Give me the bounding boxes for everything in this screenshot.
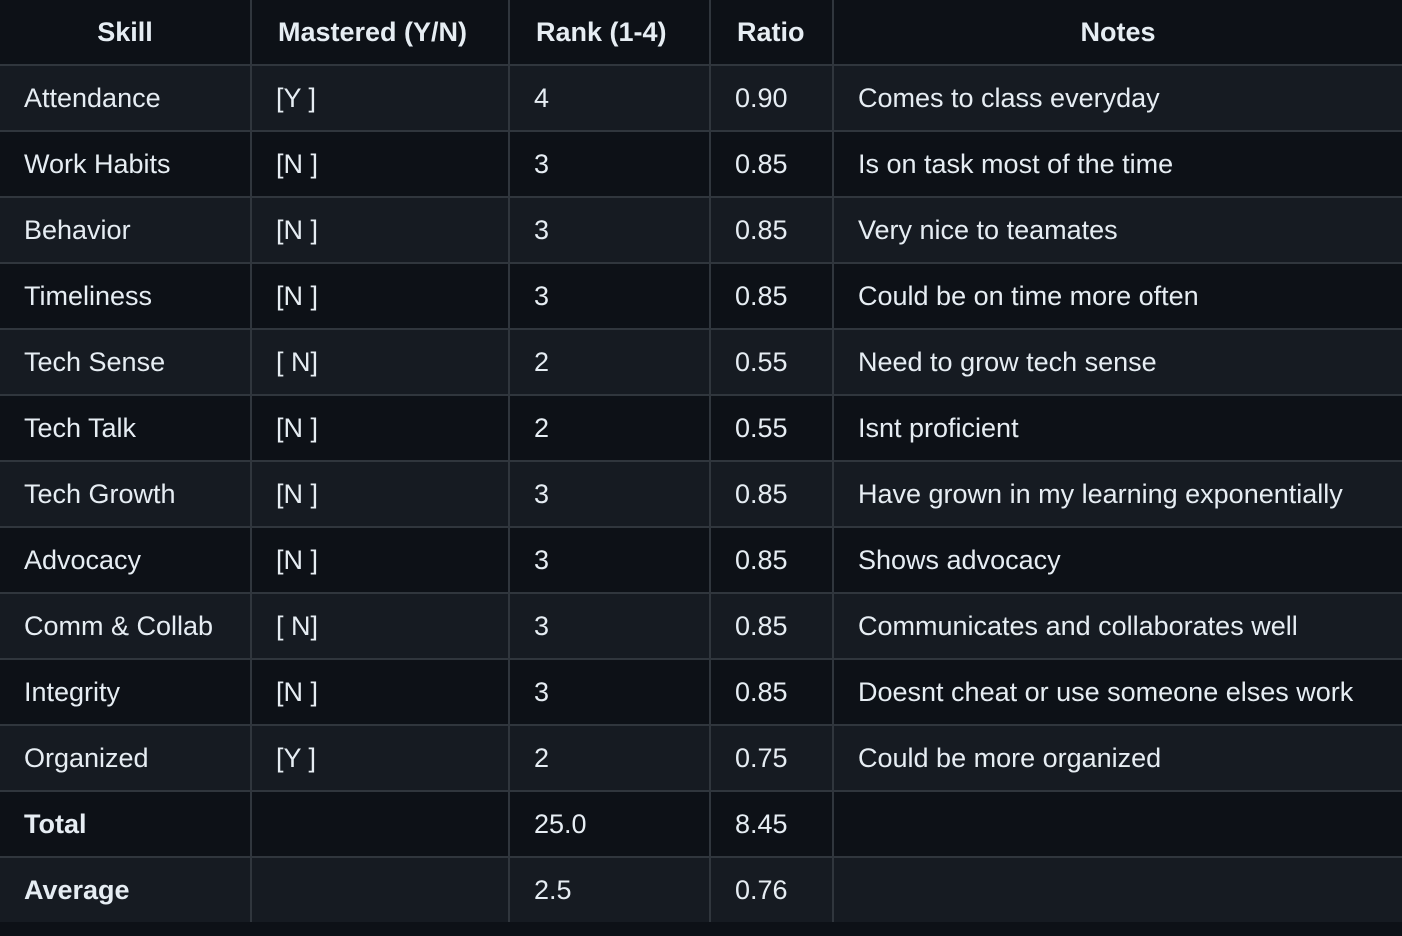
cell-ratio: 0.85 bbox=[709, 130, 834, 198]
cell-rank: 3 bbox=[508, 658, 711, 726]
table-row: Advocacy [N ] 3 0.85 Shows advocacy bbox=[0, 526, 1402, 594]
cell-mastered: [N ] bbox=[250, 262, 510, 330]
table-row: Integrity [N ] 3 0.85 Doesnt cheat or us… bbox=[0, 658, 1402, 726]
table-row: Work Habits [N ] 3 0.85 Is on task most … bbox=[0, 130, 1402, 198]
table-row: Tech Sense [ N] 2 0.55 Need to grow tech… bbox=[0, 328, 1402, 396]
cell-mastered: [N ] bbox=[250, 130, 510, 198]
cell-mastered: [N ] bbox=[250, 460, 510, 528]
cell-ratio: 0.85 bbox=[709, 460, 834, 528]
table-row: Behavior [N ] 3 0.85 Very nice to teamat… bbox=[0, 196, 1402, 264]
cell-notes: Communicates and collaborates well bbox=[832, 592, 1402, 660]
cell-skill: Tech Sense bbox=[0, 328, 252, 396]
cell-skill: Timeliness bbox=[0, 262, 252, 330]
cell-notes: Very nice to teamates bbox=[832, 196, 1402, 264]
cell-skill: Tech Talk bbox=[0, 394, 252, 462]
cell-skill: Attendance bbox=[0, 64, 252, 132]
cell-ratio: 0.55 bbox=[709, 328, 834, 396]
table-row: Comm & Collab [ N] 3 0.85 Communicates a… bbox=[0, 592, 1402, 660]
total-notes bbox=[832, 790, 1402, 858]
header-row: Skill Mastered (Y/N) Rank (1-4) Ratio No… bbox=[0, 0, 1402, 66]
average-mastered bbox=[250, 856, 510, 922]
total-mastered bbox=[250, 790, 510, 858]
cell-rank: 2 bbox=[508, 394, 711, 462]
cell-notes: Doesnt cheat or use someone elses work bbox=[832, 658, 1402, 726]
table-row: Tech Talk [N ] 2 0.55 Isnt proficient bbox=[0, 394, 1402, 462]
cell-skill: Work Habits bbox=[0, 130, 252, 198]
cell-notes: Have grown in my learning exponentially bbox=[832, 460, 1402, 528]
cell-mastered: [Y ] bbox=[250, 64, 510, 132]
cell-skill: Tech Growth bbox=[0, 460, 252, 528]
cell-rank: 3 bbox=[508, 460, 711, 528]
cell-rank: 3 bbox=[508, 592, 711, 660]
total-ratio: 8.45 bbox=[709, 790, 834, 858]
total-label: Total bbox=[0, 790, 252, 858]
total-rank: 25.0 bbox=[508, 790, 711, 858]
cell-skill: Advocacy bbox=[0, 526, 252, 594]
cell-mastered: [N ] bbox=[250, 394, 510, 462]
cell-notes: Need to grow tech sense bbox=[832, 328, 1402, 396]
cell-ratio: 0.85 bbox=[709, 262, 834, 330]
cell-mastered: [N ] bbox=[250, 658, 510, 726]
total-row: Total 25.0 8.45 bbox=[0, 790, 1402, 858]
cell-rank: 2 bbox=[508, 724, 711, 792]
average-row: Average 2.5 0.76 bbox=[0, 856, 1402, 922]
table-row: Organized [Y ] 2 0.75 Could be more orga… bbox=[0, 724, 1402, 792]
cell-ratio: 0.90 bbox=[709, 64, 834, 132]
cell-skill: Comm & Collab bbox=[0, 592, 252, 660]
cell-mastered: [Y ] bbox=[250, 724, 510, 792]
header-mastered: Mastered (Y/N) bbox=[250, 0, 510, 66]
cell-notes: Comes to class everyday bbox=[832, 64, 1402, 132]
average-ratio: 0.76 bbox=[709, 856, 834, 922]
average-rank: 2.5 bbox=[508, 856, 711, 922]
table-row: Attendance [Y ] 4 0.90 Comes to class ev… bbox=[0, 64, 1402, 132]
cell-ratio: 0.55 bbox=[709, 394, 834, 462]
cell-rank: 3 bbox=[508, 262, 711, 330]
cell-rank: 3 bbox=[508, 130, 711, 198]
cell-skill: Behavior bbox=[0, 196, 252, 264]
cell-ratio: 0.85 bbox=[709, 658, 834, 726]
cell-rank: 3 bbox=[508, 526, 711, 594]
cell-rank: 4 bbox=[508, 64, 711, 132]
cell-mastered: [ N] bbox=[250, 328, 510, 396]
cell-skill: Integrity bbox=[0, 658, 252, 726]
cell-notes: Could be on time more often bbox=[832, 262, 1402, 330]
average-notes bbox=[832, 856, 1402, 922]
cell-notes: Is on task most of the time bbox=[832, 130, 1402, 198]
table-row: Tech Growth [N ] 3 0.85 Have grown in my… bbox=[0, 460, 1402, 528]
cell-mastered: [ N] bbox=[250, 592, 510, 660]
cell-ratio: 0.75 bbox=[709, 724, 834, 792]
cell-ratio: 0.85 bbox=[709, 196, 834, 264]
table-row: Timeliness [N ] 3 0.85 Could be on time … bbox=[0, 262, 1402, 330]
cell-rank: 2 bbox=[508, 328, 711, 396]
cell-mastered: [N ] bbox=[250, 526, 510, 594]
cell-rank: 3 bbox=[508, 196, 711, 264]
header-rank: Rank (1-4) bbox=[508, 0, 711, 66]
cell-ratio: 0.85 bbox=[709, 592, 834, 660]
header-ratio: Ratio bbox=[709, 0, 834, 66]
cell-notes: Isnt proficient bbox=[832, 394, 1402, 462]
cell-ratio: 0.85 bbox=[709, 526, 834, 594]
cell-skill: Organized bbox=[0, 724, 252, 792]
header-skill: Skill bbox=[0, 0, 252, 66]
cell-notes: Shows advocacy bbox=[832, 526, 1402, 594]
cell-mastered: [N ] bbox=[250, 196, 510, 264]
header-notes: Notes bbox=[832, 0, 1402, 66]
cell-notes: Could be more organized bbox=[832, 724, 1402, 792]
average-label: Average bbox=[0, 856, 252, 922]
